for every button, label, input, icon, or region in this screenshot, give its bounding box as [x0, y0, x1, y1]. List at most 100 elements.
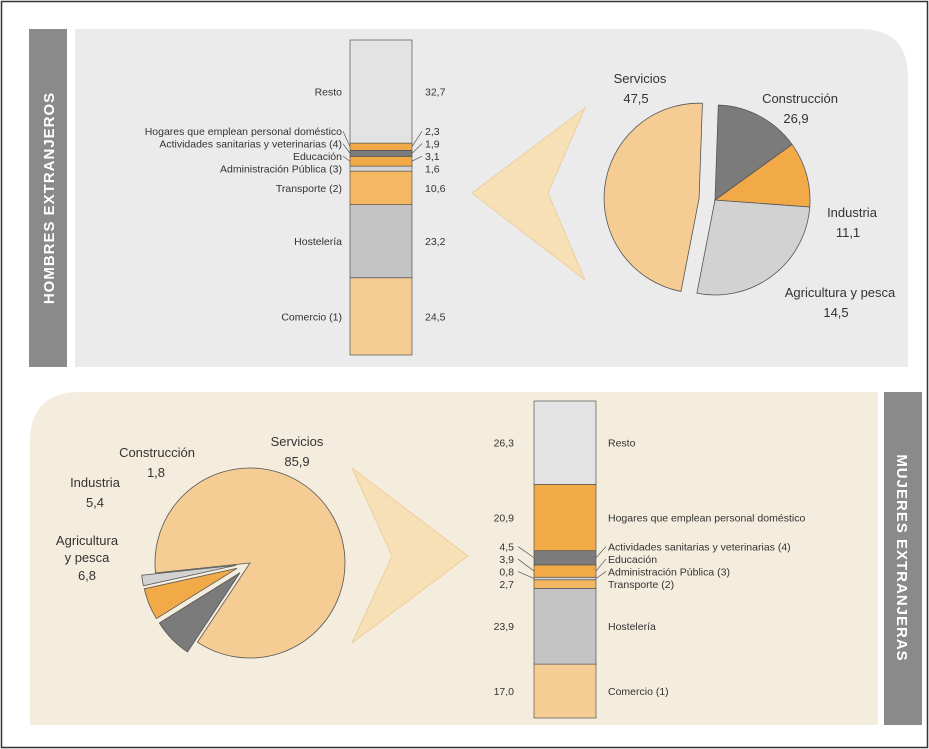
pie-value-label: 1,8 — [147, 465, 165, 480]
men-panel: HOMBRES EXTRANJEROS Comercio (1) 24,5 Host… — [29, 29, 908, 367]
bar-category-label: Administración Pública (3) — [220, 164, 342, 176]
leader-line — [411, 155, 423, 162]
men-stacked-bar: Comercio (1) 24,5 Hostelería 23,2 Transporte… — [145, 39, 446, 356]
bar-category-label: Hostelería — [294, 236, 342, 248]
pie-slice-industria — [143, 567, 238, 620]
pie-value-label: 47,5 — [623, 91, 648, 106]
pie-slice-label: Construcción — [119, 445, 195, 460]
leader-line — [517, 558, 535, 572]
pie-slice-servicios — [603, 102, 703, 292]
bar-segment-educacion — [533, 564, 597, 578]
men-side-label-box — [29, 29, 67, 367]
bar-segment-hogares-que-emplean-personal-domestico — [533, 484, 597, 551]
bar-category-label: Resto — [315, 87, 343, 99]
pie-slice-label: Construcción — [762, 91, 838, 106]
pie-slice-label: Servicios — [614, 71, 667, 86]
pie-slice-industria — [713, 143, 811, 208]
pie-slice-label: Agricultura y pesca — [56, 533, 119, 565]
women-stacked-bar: Comercio (1) 17,0 Hostelería 23,9 Transporte… — [494, 400, 805, 719]
women-pie-chart: Servicios 85,9 Construcción 1,8 Industria 5,4… — [56, 434, 346, 659]
leader-line — [411, 143, 423, 154]
bar-segment-comercio-1 — [533, 663, 597, 719]
leader-line — [595, 571, 607, 579]
men-arrow-chevron — [471, 106, 587, 282]
bar-segment-resto — [349, 39, 413, 144]
pie-value-label: 5,4 — [86, 495, 104, 510]
leader-line — [517, 546, 535, 559]
bar-category-label: Comercio (1) — [281, 311, 342, 323]
bar-segment-administracion-publica-3 — [349, 165, 413, 172]
leader-line — [342, 155, 351, 162]
men-chevron-shape — [471, 106, 587, 282]
bar-segment-hosteleria — [533, 587, 597, 665]
bar-segment-transporte-2 — [533, 579, 597, 589]
bar-segment-actividades-sanitarias-y-veterinarias-4 — [349, 150, 413, 157]
bar-value-label: 10,6 — [425, 183, 446, 195]
leader-line — [595, 558, 607, 572]
bar-segment-transporte-2 — [349, 170, 413, 205]
bar-value-label: 4,5 — [499, 542, 514, 554]
pie-slice-agricultura-y-pesca — [714, 104, 793, 201]
bar-segment-hosteleria — [349, 204, 413, 279]
pie-slice-label: Industria — [827, 205, 878, 220]
bar-value-label: 1,9 — [425, 139, 440, 151]
bar-category-label: Actividades sanitarias y veterinarias (4… — [159, 139, 342, 151]
bar-category-label: Resto — [608, 438, 636, 450]
women-panel: MUJERES EXTRANJERAS Servicios 85,9 Constru… — [30, 392, 922, 725]
bar-category-label: Educación — [608, 554, 657, 566]
pie-slice-construccion — [141, 564, 237, 587]
bar-value-label: 1,6 — [425, 164, 440, 176]
bar-segment-actividades-sanitarias-y-veterinarias-4 — [533, 550, 597, 566]
bar-value-label: 2,3 — [425, 126, 440, 138]
leader-line — [517, 571, 535, 579]
pie-value-label: 85,9 — [284, 454, 309, 469]
men-pie-chart: Servicios 47,5 Construcción 26,9 Industria 11… — [603, 71, 896, 320]
women-arrow-chevron — [351, 467, 469, 644]
bar-category-label: Hostelería — [608, 621, 656, 633]
bar-category-label: Transporte (2) — [608, 579, 674, 591]
bar-segment-educacion — [349, 156, 413, 167]
pie-slice-label: Servicios — [271, 434, 324, 449]
bar-value-label: 24,5 — [425, 311, 446, 323]
pie-value-label: 14,5 — [823, 305, 848, 320]
bar-segment-resto — [533, 400, 597, 485]
women-side-label: MUJERES EXTRANJERAS — [893, 454, 910, 661]
pie-value-label: 6,8 — [78, 568, 96, 583]
pie-slice-agricultura-y-pesca — [158, 572, 241, 653]
pie-value-label: 11,1 — [836, 225, 860, 240]
bar-value-label: 0,8 — [499, 567, 514, 579]
leader-line — [595, 546, 607, 558]
bar-category-label: Actividades sanitarias y veterinarias (4… — [608, 542, 791, 554]
bar-value-label: 3,1 — [425, 151, 440, 163]
bar-category-label: Administración Pública (3) — [608, 567, 730, 579]
bar-category-label: Hogares que emplean personal doméstico — [608, 512, 805, 524]
pie-slice-construccion — [696, 199, 811, 296]
bar-value-label: 3,9 — [499, 554, 514, 566]
women-chevron-shape — [351, 467, 469, 644]
leader-line — [342, 143, 351, 154]
bar-segment-hogares-que-emplean-personal-domestico — [349, 142, 413, 151]
bar-category-label: Educación — [293, 151, 342, 163]
women-side-label-box — [884, 392, 922, 725]
bar-category-label: Hogares que emplean personal doméstico — [145, 126, 342, 138]
bar-value-label: 17,0 — [494, 686, 515, 698]
bar-segment-administracion-publica-3 — [533, 576, 597, 581]
bar-value-label: 23,9 — [494, 621, 515, 633]
bar-value-label: 20,9 — [494, 512, 515, 524]
men-side-label: HOMBRES EXTRANJEROS — [41, 92, 58, 304]
leader-line — [411, 130, 423, 147]
bar-category-label: Comercio (1) — [608, 686, 669, 698]
bar-value-label: 26,3 — [494, 438, 515, 450]
leader-line — [342, 131, 351, 147]
pie-slice-servicios — [154, 467, 346, 659]
pie-slice-label: Industria — [70, 475, 121, 490]
bar-value-label: 2,7 — [499, 579, 514, 591]
bar-category-label: Transporte (2) — [276, 183, 342, 195]
bar-value-label: 23,2 — [425, 236, 446, 248]
pie-slice-label: Agricultura y pesca — [785, 285, 896, 300]
bar-segment-comercio-1 — [349, 277, 413, 356]
pie-value-label: 26,9 — [783, 111, 808, 126]
bar-value-label: 32,7 — [425, 87, 446, 99]
